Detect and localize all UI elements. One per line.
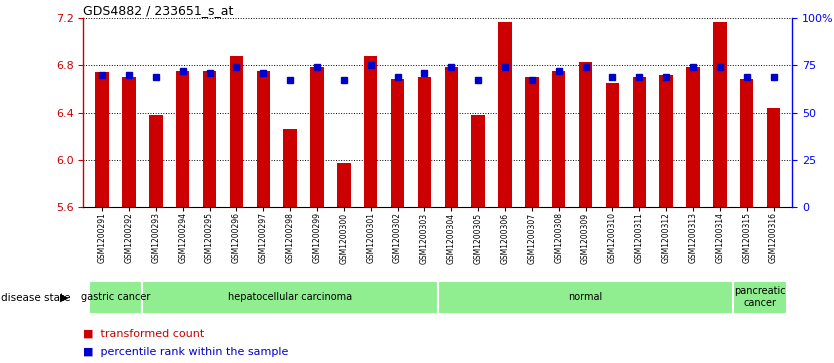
Bar bbox=[149, 115, 163, 207]
Bar bbox=[686, 66, 700, 207]
Bar bbox=[525, 77, 539, 207]
Bar bbox=[552, 71, 565, 207]
Bar bbox=[391, 79, 404, 207]
Text: pancreatic
cancer: pancreatic cancer bbox=[734, 286, 786, 308]
Bar bbox=[257, 71, 270, 207]
Bar bbox=[740, 79, 753, 207]
Bar bbox=[471, 115, 485, 207]
Bar bbox=[660, 75, 673, 207]
Bar bbox=[284, 129, 297, 207]
Bar bbox=[579, 62, 592, 207]
Text: ▶: ▶ bbox=[60, 293, 68, 303]
Bar bbox=[337, 163, 350, 207]
Bar bbox=[418, 77, 431, 207]
Bar bbox=[713, 22, 726, 207]
Bar bbox=[143, 281, 438, 314]
Text: ■  transformed count: ■ transformed count bbox=[83, 329, 204, 339]
Bar bbox=[176, 71, 189, 207]
Bar bbox=[498, 22, 512, 207]
Text: GDS4882 / 233651_s_at: GDS4882 / 233651_s_at bbox=[83, 4, 234, 17]
Text: gastric cancer: gastric cancer bbox=[81, 292, 150, 302]
Bar bbox=[733, 281, 787, 314]
Bar bbox=[438, 281, 733, 314]
Text: disease state: disease state bbox=[1, 293, 70, 303]
Bar bbox=[95, 73, 109, 207]
Bar bbox=[123, 77, 136, 207]
Bar bbox=[766, 108, 781, 207]
Bar bbox=[88, 281, 143, 314]
Bar bbox=[445, 66, 458, 207]
Bar bbox=[229, 56, 244, 207]
Bar bbox=[605, 83, 619, 207]
Bar bbox=[310, 66, 324, 207]
Text: normal: normal bbox=[569, 292, 603, 302]
Bar bbox=[203, 71, 216, 207]
Text: hepatocellular carcinoma: hepatocellular carcinoma bbox=[229, 292, 352, 302]
Text: ■  percentile rank within the sample: ■ percentile rank within the sample bbox=[83, 347, 289, 357]
Bar bbox=[364, 56, 378, 207]
Bar bbox=[632, 77, 646, 207]
